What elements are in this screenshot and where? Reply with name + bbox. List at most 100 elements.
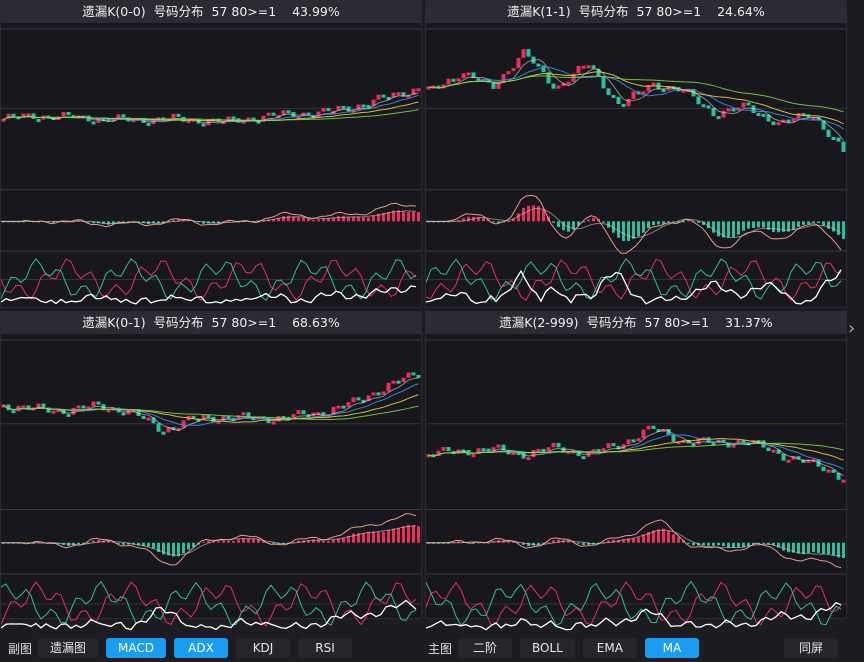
same-screen-button[interactable]: 同屏 bbox=[784, 638, 838, 658]
candle bbox=[541, 448, 546, 452]
macd-bar bbox=[647, 221, 650, 229]
candle bbox=[356, 104, 361, 110]
chart-canvas[interactable] bbox=[426, 23, 846, 308]
candle bbox=[436, 450, 441, 457]
main-btn-second-order[interactable]: 二阶 bbox=[458, 638, 513, 658]
candle bbox=[701, 104, 706, 108]
chart-canvas[interactable] bbox=[426, 334, 846, 634]
candle bbox=[71, 115, 76, 119]
candle bbox=[526, 457, 531, 461]
candle bbox=[741, 440, 746, 444]
adx-line bbox=[1, 285, 417, 305]
chart-panel-0-0[interactable]: 遗漏K(0-0) 号码分布 57 80>=1 43.99% bbox=[0, 0, 422, 308]
macd-bar bbox=[787, 221, 790, 232]
next-page-arrow-icon[interactable]: › bbox=[848, 318, 856, 339]
macd-bar bbox=[712, 221, 715, 233]
macd-bar bbox=[177, 219, 180, 222]
macd-bar bbox=[382, 212, 385, 222]
candle bbox=[366, 105, 371, 109]
candle bbox=[666, 86, 671, 91]
candle bbox=[316, 111, 321, 118]
macd-bar bbox=[192, 542, 195, 548]
candle bbox=[176, 427, 181, 431]
candle bbox=[631, 91, 636, 99]
macd-bar bbox=[632, 538, 635, 543]
chart-panel-1-1[interactable]: 遗漏K(1-1) 号码分布 57 80>=1 24.64% bbox=[425, 0, 847, 308]
candle bbox=[411, 88, 416, 95]
chart-panel-0-1[interactable]: 遗漏K(0-1) 号码分布 57 80>=1 68.63% bbox=[0, 311, 422, 631]
macd-bar bbox=[367, 532, 370, 543]
macd-bar bbox=[477, 542, 480, 544]
candle bbox=[71, 407, 76, 415]
candle bbox=[546, 72, 551, 84]
macd-bar bbox=[167, 542, 170, 556]
panel-title: 遗漏K(0-0) 号码分布 57 80>=1 43.99% bbox=[1, 1, 421, 23]
macd-bar bbox=[202, 541, 205, 543]
chart-canvas[interactable] bbox=[1, 334, 421, 634]
chart-canvas[interactable] bbox=[1, 23, 421, 308]
candle bbox=[561, 83, 566, 87]
adx-line bbox=[426, 601, 842, 631]
bottom-toolbar: 副图 遗漏图 MACD ADX KDJ RSI 主图 二阶 BOLL EMA M… bbox=[0, 634, 864, 662]
macd-bar bbox=[612, 539, 615, 543]
macd-bar bbox=[757, 542, 760, 544]
candle bbox=[611, 443, 616, 447]
macd-bar bbox=[137, 542, 140, 546]
candle bbox=[231, 116, 236, 120]
candle bbox=[556, 442, 561, 448]
macd-bar bbox=[152, 542, 155, 549]
candle bbox=[561, 447, 566, 453]
macd-bar bbox=[337, 538, 340, 543]
candle bbox=[576, 450, 581, 457]
candle bbox=[791, 118, 796, 122]
candle bbox=[1, 118, 6, 122]
chart-panel-2-999[interactable]: 遗漏K(2-999) 号码分布 57 80>=1 31.37% bbox=[425, 311, 847, 631]
sub-btn-macd[interactable]: MACD bbox=[106, 638, 167, 658]
macd-bar bbox=[367, 217, 370, 222]
candle bbox=[156, 423, 161, 432]
candle bbox=[581, 456, 586, 460]
main-btn-ma[interactable]: MA bbox=[644, 638, 699, 658]
candle bbox=[101, 118, 106, 122]
macd-bar bbox=[802, 542, 805, 555]
macd-bar bbox=[527, 542, 530, 547]
candle bbox=[106, 409, 111, 413]
main-btn-boll[interactable]: BOLL bbox=[520, 638, 575, 658]
candle bbox=[326, 108, 331, 112]
candle bbox=[426, 86, 431, 90]
macd-bar bbox=[302, 217, 305, 222]
sub-btn-kdj[interactable]: KDJ bbox=[236, 638, 291, 658]
macd-bar bbox=[262, 540, 265, 543]
candle bbox=[761, 113, 766, 117]
macd-bar bbox=[792, 542, 795, 553]
candle bbox=[486, 78, 491, 83]
candle bbox=[641, 429, 646, 439]
candle bbox=[161, 431, 166, 435]
macd-bar bbox=[687, 220, 690, 222]
macd-bar bbox=[712, 542, 715, 546]
candle bbox=[271, 112, 276, 116]
candle bbox=[201, 123, 206, 127]
macd-bar bbox=[487, 542, 490, 544]
sub-btn-rsi[interactable]: RSI bbox=[298, 638, 353, 658]
adx-mdi-line bbox=[426, 257, 842, 300]
candle bbox=[36, 403, 41, 408]
macd-bar bbox=[672, 534, 675, 543]
macd-dea-line bbox=[1, 525, 417, 556]
macd-bar bbox=[792, 221, 795, 230]
macd-bar bbox=[707, 221, 710, 229]
sub-btn-adx[interactable]: ADX bbox=[174, 638, 229, 658]
macd-bar bbox=[522, 207, 525, 222]
candle bbox=[11, 410, 16, 414]
macd-bar bbox=[387, 211, 390, 222]
sub-btn-omission[interactable]: 遗漏图 bbox=[38, 638, 99, 658]
macd-bar bbox=[642, 534, 645, 543]
main-btn-ema[interactable]: EMA bbox=[582, 638, 637, 658]
candle bbox=[526, 49, 531, 57]
macd-bar bbox=[157, 542, 160, 552]
candle bbox=[411, 372, 416, 376]
macd-bar bbox=[172, 542, 175, 557]
candle bbox=[361, 399, 366, 403]
macd-bar bbox=[672, 221, 675, 223]
macd-bar bbox=[507, 221, 510, 223]
